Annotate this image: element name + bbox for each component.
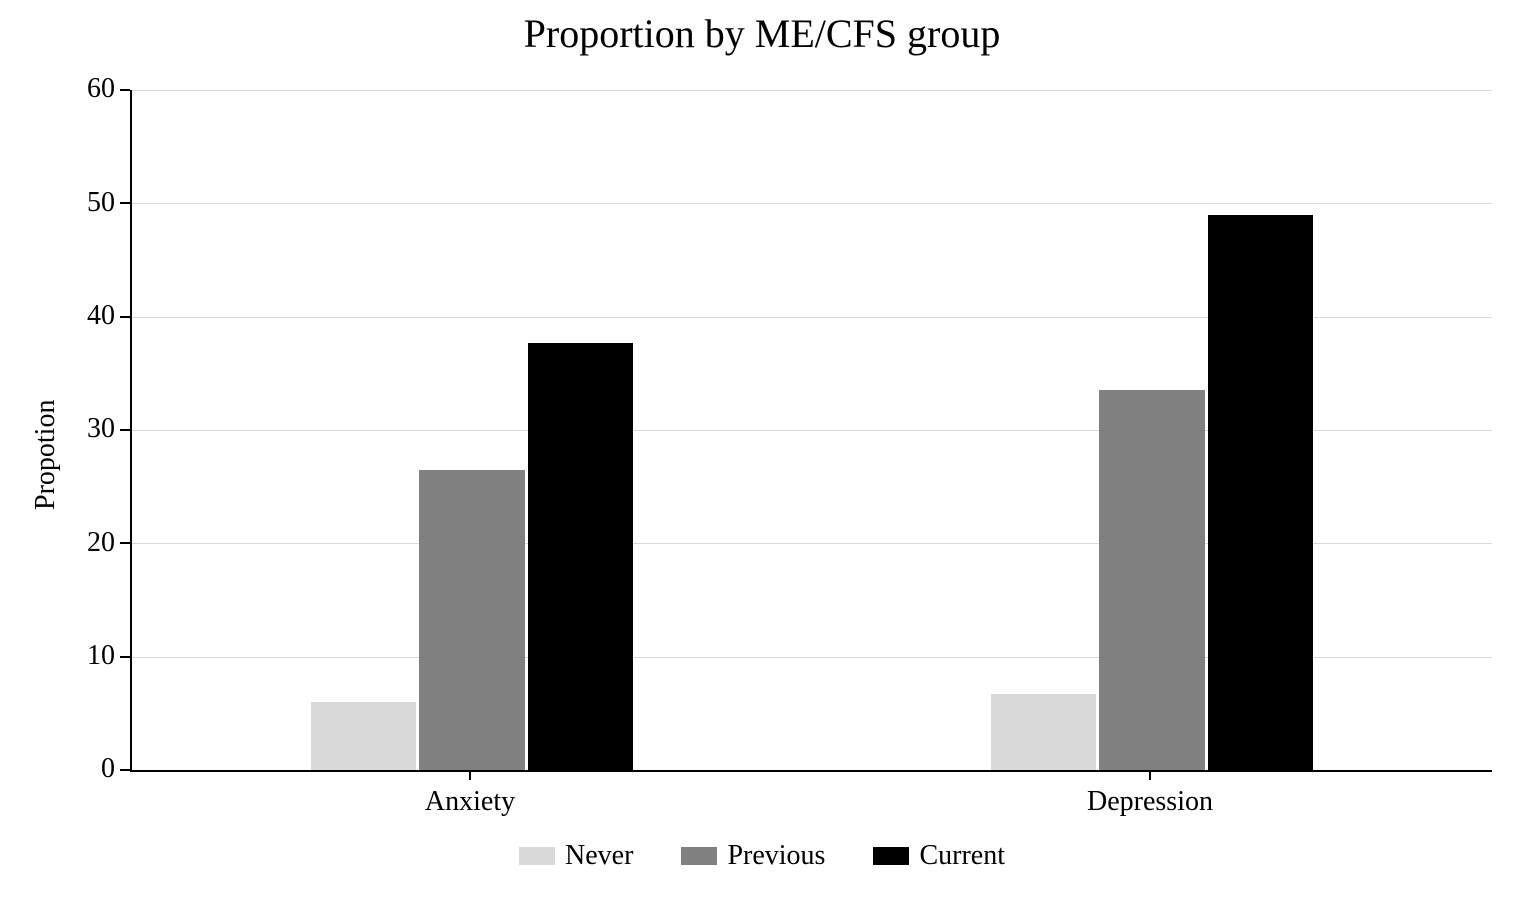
ytick-mark: [120, 656, 130, 658]
ytick-mark: [120, 316, 130, 318]
legend-label: Previous: [727, 840, 825, 872]
ytick-label: 10: [55, 640, 115, 672]
ytick-mark: [120, 89, 130, 91]
legend-item: Never: [519, 840, 633, 872]
ytick-mark: [120, 202, 130, 204]
legend: Never Previous Current: [0, 840, 1524, 873]
ytick-label: 60: [55, 73, 115, 105]
bar: [528, 343, 633, 770]
legend-item: Current: [873, 840, 1005, 872]
legend-swatch: [681, 847, 717, 865]
ytick-mark: [120, 429, 130, 431]
ytick-label: 20: [55, 527, 115, 559]
bar: [1208, 215, 1313, 770]
bar: [419, 470, 524, 770]
ytick-label: 0: [55, 753, 115, 785]
legend-swatch: [873, 847, 909, 865]
bar: [991, 694, 1096, 770]
bars-layer: [132, 90, 1492, 770]
legend-item: Previous: [681, 840, 825, 872]
legend-label: Never: [565, 840, 633, 872]
ytick-mark: [120, 542, 130, 544]
legend-label: Current: [919, 840, 1005, 872]
xtick-label: Anxiety: [320, 786, 620, 818]
ytick-mark: [120, 769, 130, 771]
ytick-label: 30: [55, 413, 115, 445]
legend-swatch: [519, 847, 555, 865]
bar: [1099, 390, 1204, 770]
ytick-label: 50: [55, 187, 115, 219]
plot-area: [130, 90, 1492, 772]
xtick-mark: [469, 770, 471, 780]
chart-title: Proportion by ME/CFS group: [0, 10, 1524, 57]
xtick-label: Depression: [1000, 786, 1300, 818]
xtick-mark: [1149, 770, 1151, 780]
bar: [311, 702, 416, 770]
chart-container: Proportion by ME/CFS group Propotion 010…: [0, 0, 1524, 916]
ytick-label: 40: [55, 300, 115, 332]
